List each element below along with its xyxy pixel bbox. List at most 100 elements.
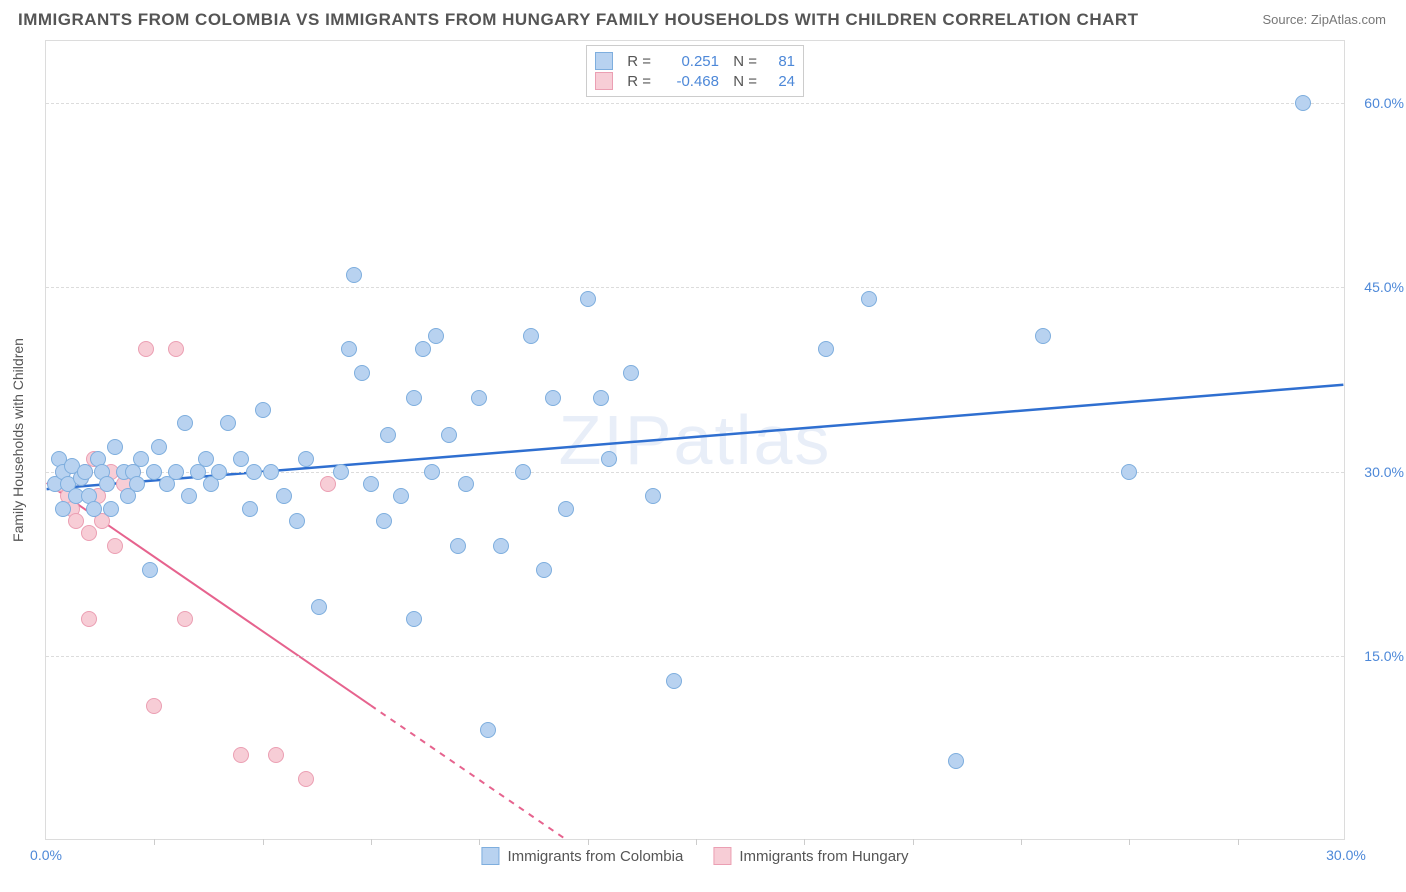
data-point bbox=[138, 341, 154, 357]
data-point bbox=[515, 464, 531, 480]
data-point bbox=[450, 538, 466, 554]
data-point bbox=[107, 439, 123, 455]
trend-line bbox=[371, 705, 566, 839]
legend-series-item: Immigrants from Colombia bbox=[481, 847, 683, 865]
legend-swatch bbox=[595, 72, 613, 90]
data-point bbox=[601, 451, 617, 467]
legend-n-label: N = bbox=[727, 53, 757, 70]
x-tick bbox=[1021, 839, 1022, 845]
data-point bbox=[623, 365, 639, 381]
data-point bbox=[146, 698, 162, 714]
legend-n-value: 81 bbox=[765, 53, 795, 70]
data-point bbox=[168, 341, 184, 357]
data-point bbox=[376, 513, 392, 529]
data-point bbox=[168, 464, 184, 480]
data-point bbox=[415, 341, 431, 357]
data-point bbox=[151, 439, 167, 455]
legend-r-value: 0.251 bbox=[659, 53, 719, 70]
legend-r-value: -0.468 bbox=[659, 73, 719, 90]
data-point bbox=[242, 501, 258, 517]
legend-swatch bbox=[481, 847, 499, 865]
data-point bbox=[181, 488, 197, 504]
data-point bbox=[146, 464, 162, 480]
data-point bbox=[142, 562, 158, 578]
data-point bbox=[333, 464, 349, 480]
data-point bbox=[320, 476, 336, 492]
legend-n-value: 24 bbox=[765, 73, 795, 90]
x-tick bbox=[588, 839, 589, 845]
data-point bbox=[393, 488, 409, 504]
legend-series: Immigrants from Colombia Immigrants from … bbox=[481, 847, 908, 865]
y-tick-label: 15.0% bbox=[1364, 648, 1404, 664]
data-point bbox=[341, 341, 357, 357]
data-point bbox=[861, 291, 877, 307]
y-axis-title: Family Households with Children bbox=[10, 338, 26, 542]
data-point bbox=[81, 525, 97, 541]
data-point bbox=[948, 753, 964, 769]
x-tick bbox=[804, 839, 805, 845]
data-point bbox=[428, 328, 444, 344]
data-point bbox=[198, 451, 214, 467]
data-point bbox=[55, 501, 71, 517]
overlay-svg bbox=[46, 41, 1344, 839]
gridline-horizontal bbox=[46, 472, 1344, 473]
data-point bbox=[81, 611, 97, 627]
data-point bbox=[263, 464, 279, 480]
data-point bbox=[103, 501, 119, 517]
legend-swatch bbox=[713, 847, 731, 865]
data-point bbox=[233, 451, 249, 467]
data-point bbox=[580, 291, 596, 307]
data-point bbox=[346, 267, 362, 283]
data-point bbox=[1035, 328, 1051, 344]
data-point bbox=[311, 599, 327, 615]
data-point bbox=[645, 488, 661, 504]
data-point bbox=[593, 390, 609, 406]
data-point bbox=[523, 328, 539, 344]
legend-stats-row: R =0.251N =81 bbox=[595, 52, 795, 70]
data-point bbox=[666, 673, 682, 689]
data-point bbox=[380, 427, 396, 443]
legend-swatch bbox=[595, 52, 613, 70]
data-point bbox=[406, 390, 422, 406]
data-point bbox=[545, 390, 561, 406]
gridline-horizontal bbox=[46, 656, 1344, 657]
data-point bbox=[107, 538, 123, 554]
data-point bbox=[68, 513, 84, 529]
data-point bbox=[441, 427, 457, 443]
data-point bbox=[99, 476, 115, 492]
x-tick bbox=[1238, 839, 1239, 845]
chart-plot-area: Family Households with Children ZIPatlas… bbox=[45, 40, 1345, 840]
x-tick bbox=[913, 839, 914, 845]
x-tick-label: 0.0% bbox=[30, 847, 62, 863]
x-tick bbox=[696, 839, 697, 845]
data-point bbox=[268, 747, 284, 763]
data-point bbox=[480, 722, 496, 738]
data-point bbox=[558, 501, 574, 517]
data-point bbox=[818, 341, 834, 357]
legend-stats: R =0.251N =81R =-0.468N =24 bbox=[586, 45, 804, 97]
x-tick-label: 30.0% bbox=[1326, 847, 1366, 863]
x-tick bbox=[154, 839, 155, 845]
data-point bbox=[289, 513, 305, 529]
source-attribution: Source: ZipAtlas.com bbox=[1262, 12, 1386, 27]
data-point bbox=[129, 476, 145, 492]
data-point bbox=[406, 611, 422, 627]
legend-r-label: R = bbox=[621, 73, 651, 90]
data-point bbox=[536, 562, 552, 578]
data-point bbox=[298, 771, 314, 787]
data-point bbox=[354, 365, 370, 381]
data-point bbox=[471, 390, 487, 406]
data-point bbox=[458, 476, 474, 492]
y-tick-label: 45.0% bbox=[1364, 279, 1404, 295]
data-point bbox=[1295, 95, 1311, 111]
watermark-text: ZIPatlas bbox=[559, 400, 832, 480]
data-point bbox=[177, 611, 193, 627]
gridline-horizontal bbox=[46, 287, 1344, 288]
data-point bbox=[86, 501, 102, 517]
legend-series-label: Immigrants from Hungary bbox=[739, 848, 908, 865]
data-point bbox=[246, 464, 262, 480]
data-point bbox=[233, 747, 249, 763]
legend-series-item: Immigrants from Hungary bbox=[713, 847, 908, 865]
legend-n-label: N = bbox=[727, 73, 757, 90]
data-point bbox=[177, 415, 193, 431]
